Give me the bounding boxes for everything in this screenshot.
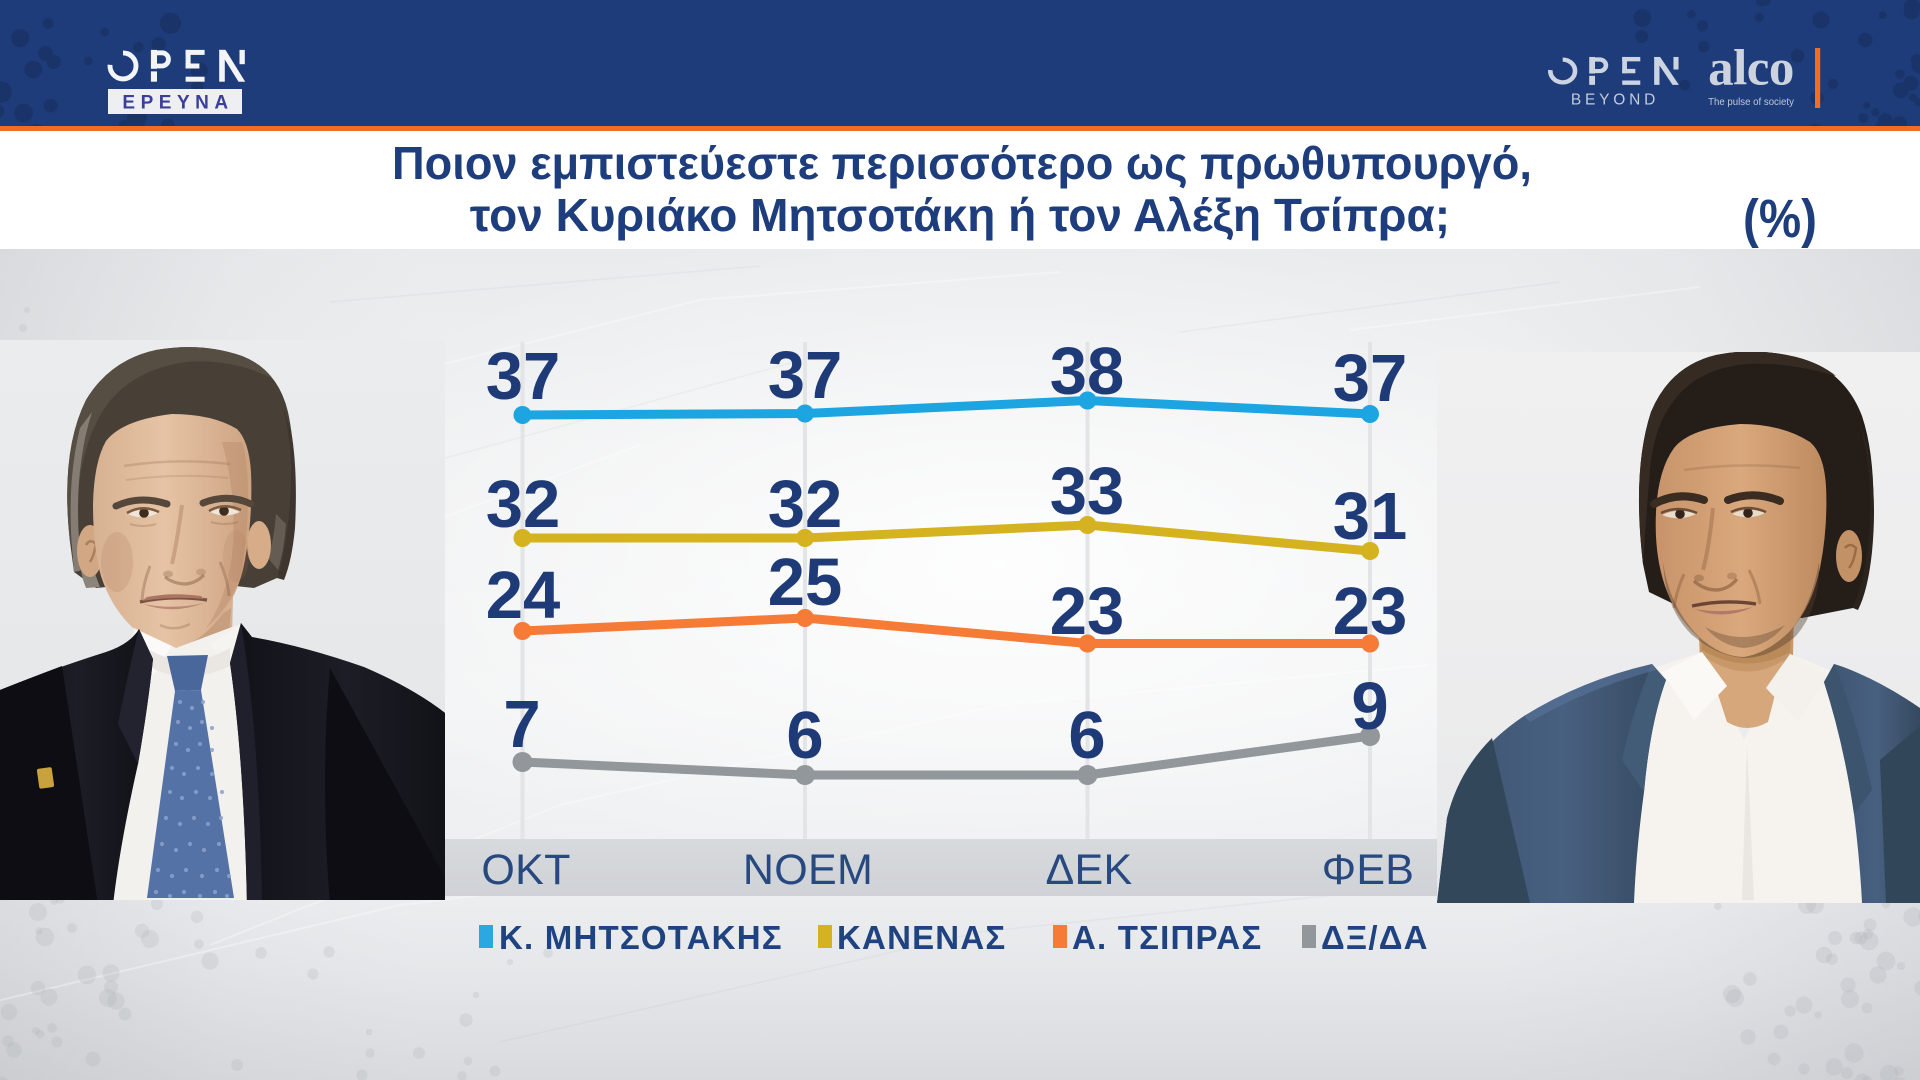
svg-text:The pulse of society: The pulse of society xyxy=(1708,97,1795,108)
svg-text:ΕΡΕΥΝΑ: ΕΡΕΥΝΑ xyxy=(122,93,233,114)
svg-text:BEYOND: BEYOND xyxy=(1571,92,1659,109)
svg-text:alco: alco xyxy=(1708,41,1794,97)
